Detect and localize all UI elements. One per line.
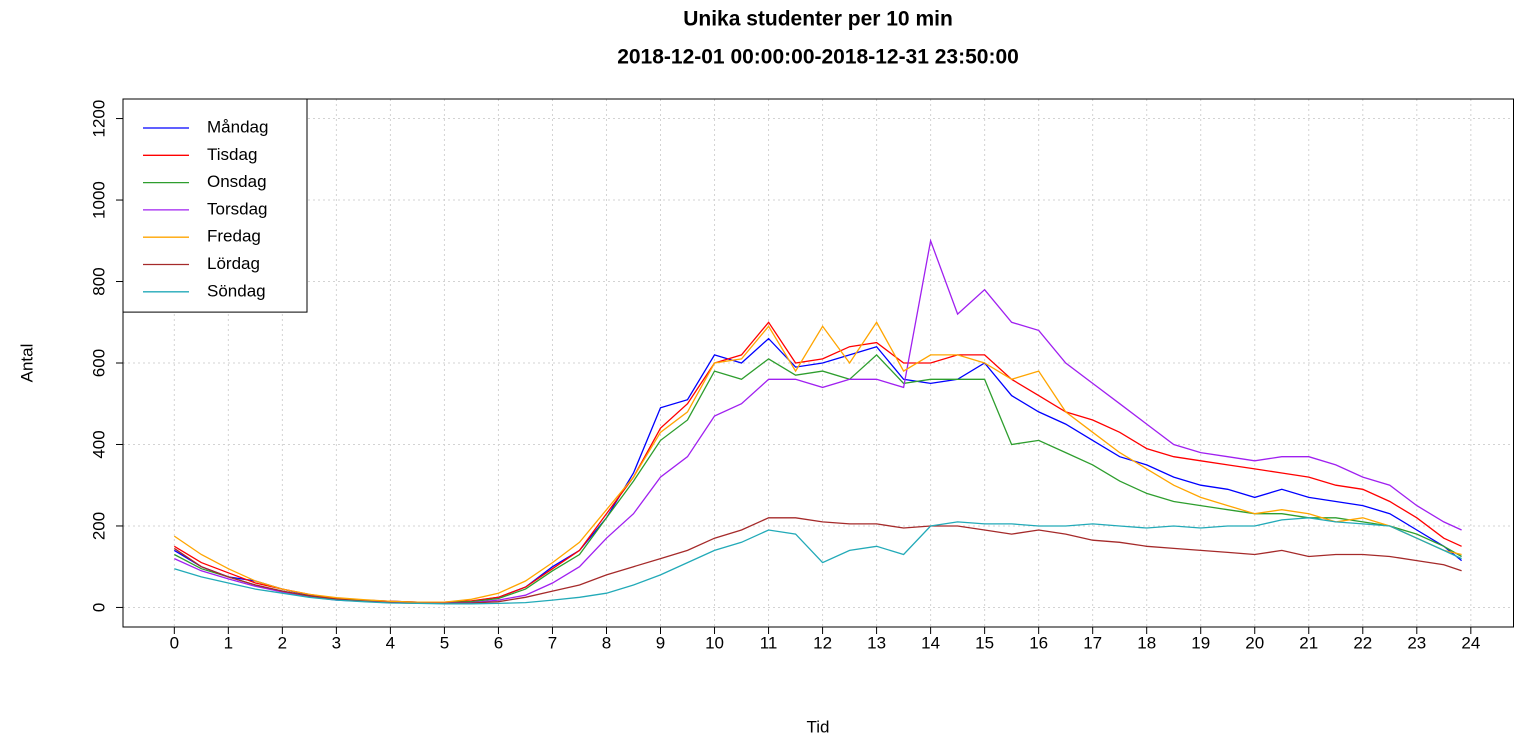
x-tick-label: 24 [1461,633,1480,652]
legend-label: Fredag [207,227,261,246]
x-tick-label: 1 [224,633,233,652]
x-tick-label: 15 [975,633,994,652]
x-tick-label: 18 [1137,633,1156,652]
legend: Måndag Tisdag Onsdag Torsdag Fredag Lördag Sön… [122,98,308,313]
x-tick-label: 2 [278,633,287,652]
x-tick-label: 9 [656,633,665,652]
legend-label: Måndag [207,117,268,136]
x-axis-label: Tid [807,717,830,736]
y-tick-label: 400 [89,430,108,458]
x-tick-label: 13 [867,633,886,652]
x-tick-label: 12 [813,633,832,652]
x-tick-label: 11 [760,633,778,652]
x-tick-label: 10 [705,633,724,652]
legend-box [122,98,308,313]
x-tick-label: 0 [170,633,179,652]
chart-subtitle: 2018-12-01 00:00:00-2018-12-31 23:50:00 [617,46,1019,69]
x-tick-label: 21 [1299,633,1318,652]
legend-label: Lördag [207,254,260,273]
x-tick-label: 8 [602,633,611,652]
series-line [174,238,1462,604]
chart-title: Unika studenter per 10 min [683,8,953,31]
x-tick-label: 5 [440,633,449,652]
y-tick-label: 200 [89,512,108,540]
legend-label: Tisdag [207,145,257,164]
y-tick-label: 600 [89,349,108,377]
x-tick-label: 19 [1191,633,1210,652]
x-tick-label: 20 [1245,633,1264,652]
x-tick-label: 23 [1407,633,1426,652]
x-tick-label: 4 [386,633,395,652]
x-tick-label: 17 [1083,633,1102,652]
y-tick-label: 1000 [89,181,108,219]
series-line [174,517,1462,605]
series-line [173,321,1462,603]
x-tick-label: 7 [548,633,557,652]
series-line [173,517,1462,605]
y-tick-label: 800 [89,267,108,295]
legend-label: Söndag [207,281,266,300]
y-axis-label: Antal [17,344,36,383]
x-tick-label: 6 [494,633,503,652]
y-tick-label: 0 [89,603,108,612]
y-tick-label: 1200 [89,100,108,138]
x-tick-label: 22 [1353,633,1372,652]
legend-label: Torsdag [207,199,267,218]
x-tick-label: 3 [332,633,341,652]
x-tick-label: 16 [1029,633,1048,652]
legend-label: Onsdag [207,172,267,191]
series-line [173,353,1462,604]
x-tick-label: 14 [921,633,940,652]
